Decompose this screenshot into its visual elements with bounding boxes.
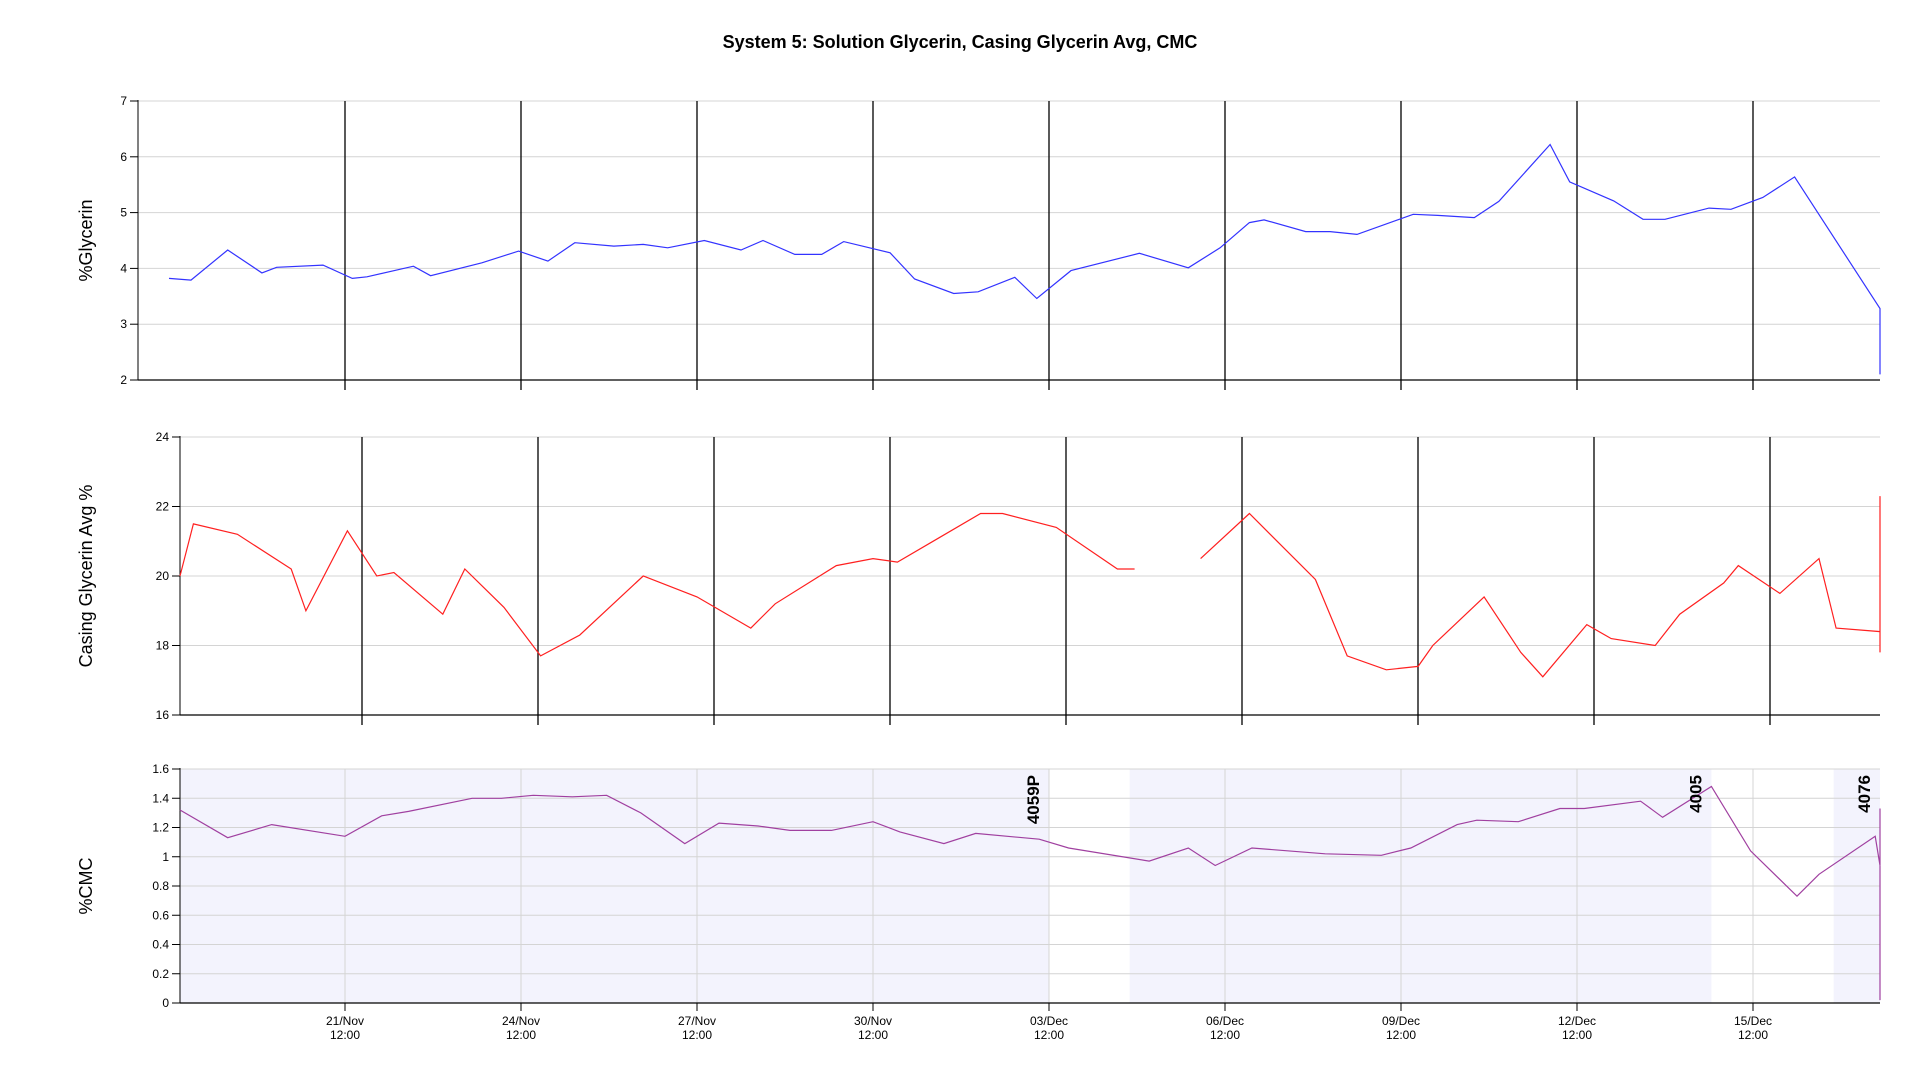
y-tick-label: 1	[162, 850, 169, 864]
x-tick-date: 30/Nov	[854, 1014, 892, 1028]
y-tick-label: 5	[120, 206, 127, 220]
y-axis-label: %Glycerin	[76, 199, 96, 281]
series-line	[179, 785, 1881, 1001]
x-tick-time: 12:00	[1034, 1028, 1064, 1042]
y-tick-label: 0	[162, 996, 169, 1010]
y-tick-label: 2	[120, 373, 127, 387]
x-tick-date: 12/Dec	[1558, 1014, 1596, 1028]
y-tick-label: 0.6	[152, 908, 169, 922]
y-tick-label: 1.2	[152, 821, 169, 835]
y-tick-label: 20	[156, 569, 170, 583]
y-tick-label: 6	[120, 150, 127, 164]
x-tick-date: 03/Dec	[1030, 1014, 1068, 1028]
y-axis-label: Casing Glycerin Avg %	[76, 485, 96, 668]
y-tick-label: 1.4	[152, 791, 169, 805]
series-line	[1200, 496, 1881, 678]
x-tick-date: 09/Dec	[1382, 1014, 1420, 1028]
y-tick-label: 22	[156, 500, 170, 514]
series-line	[179, 512, 1135, 657]
period-annotation: 4005	[1686, 775, 1705, 813]
x-tick-time: 12:00	[858, 1028, 888, 1042]
x-tick-time: 12:00	[1386, 1028, 1416, 1042]
y-tick-label: 7	[120, 94, 127, 108]
y-tick-label: 4	[120, 261, 127, 275]
x-tick-date: 27/Nov	[678, 1014, 716, 1028]
x-tick-time: 12:00	[1562, 1028, 1592, 1042]
x-tick-time: 12:00	[506, 1028, 536, 1042]
y-tick-label: 0.2	[152, 967, 169, 981]
period-annotation: 4076	[1855, 775, 1874, 813]
x-tick-date: 15/Dec	[1734, 1014, 1772, 1028]
y-tick-label: 0.4	[152, 938, 169, 952]
y-tick-label: 3	[120, 317, 127, 331]
series-line	[168, 143, 1881, 375]
y-tick-label: 24	[156, 430, 170, 444]
period-annotation: 4059P	[1024, 775, 1043, 824]
y-axis-label: %CMC	[76, 858, 96, 915]
y-tick-label: 1.6	[152, 762, 169, 776]
x-tick-time: 12:00	[682, 1028, 712, 1042]
x-tick-date: 06/Dec	[1206, 1014, 1244, 1028]
x-tick-date: 24/Nov	[502, 1014, 540, 1028]
y-tick-label: 18	[156, 639, 170, 653]
y-tick-label: 0.8	[152, 879, 169, 893]
chart-title: System 5: Solution Glycerin, Casing Glyc…	[722, 32, 1198, 52]
x-tick-time: 12:00	[1738, 1028, 1768, 1042]
y-tick-label: 16	[156, 708, 170, 722]
x-tick-time: 12:00	[1210, 1028, 1240, 1042]
x-tick-date: 21/Nov	[326, 1014, 364, 1028]
x-tick-time: 12:00	[330, 1028, 360, 1042]
